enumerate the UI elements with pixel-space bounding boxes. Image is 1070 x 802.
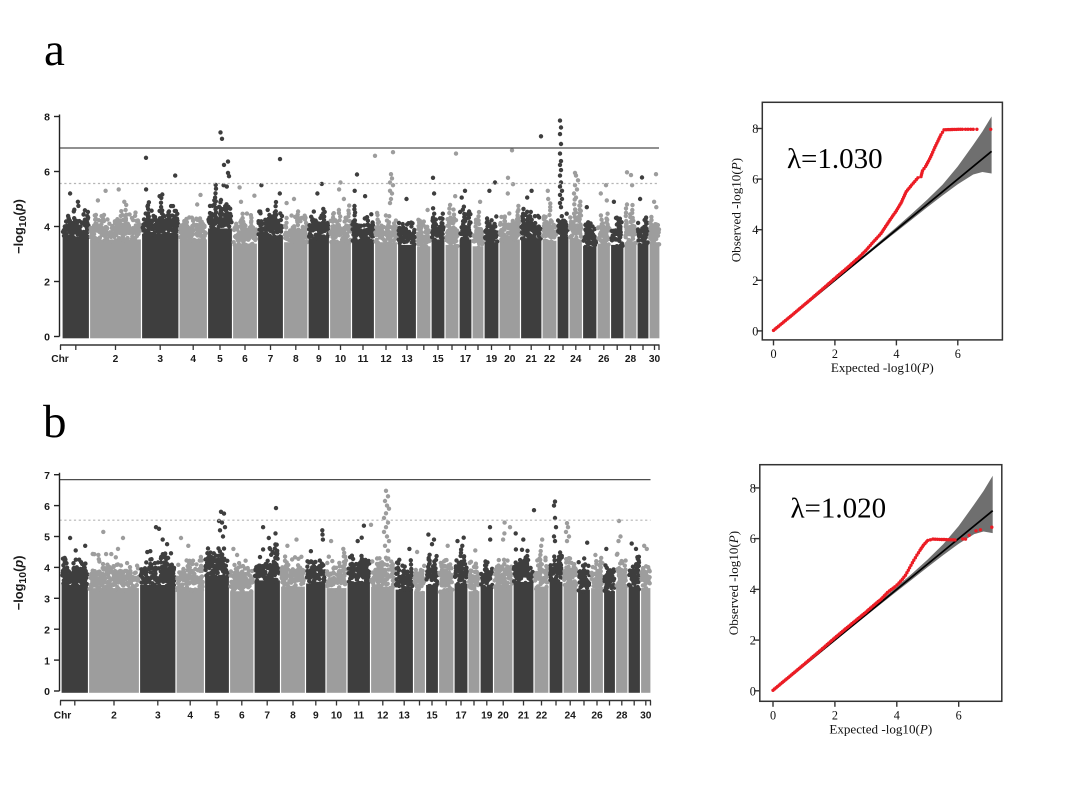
svg-text:8: 8 <box>44 112 50 124</box>
svg-text:21: 21 <box>526 354 538 365</box>
svg-text:7: 7 <box>44 470 50 482</box>
svg-text:2: 2 <box>832 347 838 361</box>
svg-text:24: 24 <box>565 711 577 722</box>
svg-text:2: 2 <box>44 277 50 289</box>
svg-text:28: 28 <box>616 711 628 722</box>
svg-text:6: 6 <box>750 532 756 546</box>
svg-text:Expected -log10(P): Expected -log10(P) <box>831 360 934 375</box>
svg-text:6: 6 <box>752 173 758 187</box>
svg-text:12: 12 <box>380 354 392 365</box>
svg-text:5: 5 <box>44 532 50 544</box>
svg-text:8: 8 <box>293 354 299 365</box>
svg-text:10: 10 <box>331 711 343 722</box>
svg-text:2: 2 <box>750 634 756 648</box>
svg-text:4: 4 <box>893 347 899 361</box>
svg-text:12: 12 <box>377 711 389 722</box>
svg-text:28: 28 <box>625 354 637 365</box>
svg-text:6: 6 <box>955 347 961 361</box>
svg-text:17: 17 <box>460 354 472 365</box>
svg-text:22: 22 <box>544 354 556 365</box>
svg-text:2: 2 <box>111 711 117 722</box>
svg-text:2: 2 <box>832 708 838 722</box>
svg-text:13: 13 <box>401 354 413 365</box>
svg-text:19: 19 <box>486 354 498 365</box>
svg-text:5: 5 <box>214 711 220 722</box>
svg-text:Expected -log10(P): Expected -log10(P) <box>829 721 932 736</box>
svg-text:13: 13 <box>399 711 411 722</box>
svg-text:24: 24 <box>570 354 582 365</box>
svg-text:b: b <box>43 396 67 448</box>
svg-text:2: 2 <box>44 624 50 636</box>
svg-text:Chr: Chr <box>51 354 69 365</box>
svg-text:5: 5 <box>217 354 223 365</box>
svg-text:6: 6 <box>242 354 248 365</box>
svg-text:10: 10 <box>335 354 347 365</box>
svg-text:λ=1.020: λ=1.020 <box>791 493 887 525</box>
svg-text:20: 20 <box>498 711 510 722</box>
svg-text:6: 6 <box>44 501 50 513</box>
svg-text:4: 4 <box>750 583 756 597</box>
svg-text:Chr: Chr <box>54 711 72 722</box>
svg-text:26: 26 <box>598 354 610 365</box>
svg-text:20: 20 <box>504 354 516 365</box>
svg-text:8: 8 <box>750 481 756 495</box>
svg-text:6: 6 <box>956 708 962 722</box>
svg-text:1: 1 <box>44 655 50 667</box>
svg-text:0: 0 <box>44 332 50 344</box>
svg-text:−log10(p): −log10(p) <box>11 556 29 611</box>
svg-text:4: 4 <box>187 711 193 722</box>
svg-text:0: 0 <box>770 347 776 361</box>
svg-text:6: 6 <box>44 167 50 179</box>
svg-text:2: 2 <box>113 354 119 365</box>
svg-text:4: 4 <box>190 354 196 365</box>
svg-text:a: a <box>44 24 65 76</box>
svg-text:21: 21 <box>518 711 530 722</box>
svg-text:2: 2 <box>752 274 758 288</box>
svg-text:−log10(p): −log10(p) <box>11 199 29 254</box>
svg-text:4: 4 <box>44 222 50 234</box>
svg-text:4: 4 <box>894 708 900 722</box>
svg-text:11: 11 <box>353 711 364 722</box>
svg-text:8: 8 <box>752 122 758 136</box>
svg-text:9: 9 <box>316 354 322 365</box>
svg-text:30: 30 <box>649 354 661 365</box>
svg-text:15: 15 <box>426 711 438 722</box>
svg-text:30: 30 <box>640 711 652 722</box>
svg-text:3: 3 <box>157 354 163 365</box>
svg-text:9: 9 <box>313 711 319 722</box>
svg-text:3: 3 <box>44 594 50 606</box>
svg-text:3: 3 <box>155 711 161 722</box>
svg-text:0: 0 <box>44 686 50 698</box>
svg-text:0: 0 <box>752 324 758 338</box>
svg-text:Observed -log10(P): Observed -log10(P) <box>728 158 743 262</box>
svg-text:4: 4 <box>44 563 50 575</box>
svg-text:8: 8 <box>290 711 296 722</box>
svg-text:λ=1.030: λ=1.030 <box>787 143 883 175</box>
svg-text:6: 6 <box>239 711 245 722</box>
svg-text:11: 11 <box>358 354 369 365</box>
svg-text:17: 17 <box>455 711 467 722</box>
svg-text:Observed -log10(P): Observed -log10(P) <box>726 531 741 635</box>
svg-text:0: 0 <box>770 708 776 722</box>
svg-text:7: 7 <box>268 354 274 365</box>
svg-text:4: 4 <box>752 223 758 237</box>
svg-text:7: 7 <box>264 711 270 722</box>
svg-text:19: 19 <box>481 711 493 722</box>
svg-text:26: 26 <box>591 711 603 722</box>
svg-text:22: 22 <box>536 711 548 722</box>
svg-text:15: 15 <box>432 354 444 365</box>
svg-text:0: 0 <box>750 684 756 698</box>
